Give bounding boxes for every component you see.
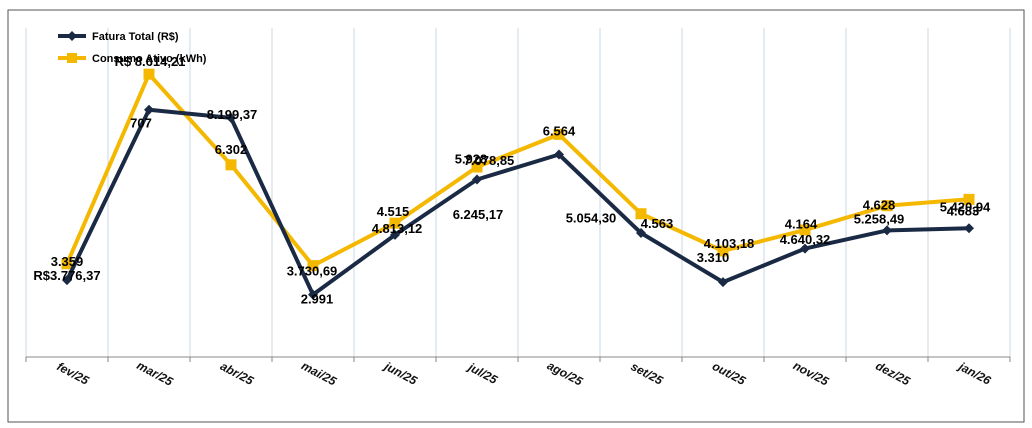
consumo-ativo-point <box>635 208 647 220</box>
fatura-total-data-label: 4.563 <box>641 216 674 231</box>
consumo-ativo-point <box>963 193 975 205</box>
consumo-ativo-point <box>717 245 729 257</box>
fatura-total-point <box>636 227 646 238</box>
consumo-ativo-point <box>471 161 483 173</box>
consumo-ativo-point <box>799 224 811 236</box>
legend-marker-fatura-total <box>67 31 77 41</box>
fatura-total-point <box>882 225 892 236</box>
consumo-ativo-data-label: 5.054,30 <box>566 211 617 226</box>
fatura-total-point <box>718 277 728 288</box>
consumo-ativo-point <box>61 258 73 270</box>
consumo-ativo-point <box>389 217 401 229</box>
extra-data-label: 8.199,37 <box>207 107 258 122</box>
fatura-total-data-label: 3.310 <box>697 250 730 265</box>
series-line-consumo-ativo <box>65 72 970 268</box>
fatura-total-point <box>554 149 564 160</box>
consumo-ativo-data-label: 5.258,49 <box>854 212 905 227</box>
series-line-fatura-total <box>65 107 970 297</box>
consumo-ativo-data-label: 4.103,18 <box>704 236 755 251</box>
consumo-ativo-data-label: R$3.776,37 <box>33 268 100 283</box>
consumo-ativo-point <box>553 128 565 140</box>
consumo-ativo-point <box>307 260 319 272</box>
legend-label-consumo-ativo: Consumo Ativo (kWh) <box>92 53 207 65</box>
consumo-ativo-data-label: 7.078,85 <box>464 153 515 168</box>
consumo-ativo-data-label: R$ 8.614,21 <box>115 54 186 69</box>
legend-label-fatura-total: Fatura Total (R$) <box>92 31 179 43</box>
fatura-total-data-label: 4.164 <box>785 217 818 232</box>
fatura-total-point <box>144 104 154 115</box>
consumo-ativo-point <box>143 68 155 80</box>
fatura-total-point <box>390 229 400 240</box>
consumo-ativo-data-label: 3.730,69 <box>287 264 338 279</box>
fatura-total-data-label: 4.628 <box>863 197 896 212</box>
consumo-ativo-data-label: 4.813,12 <box>372 221 423 236</box>
fatura-total-data-label: 5.928 <box>455 151 488 166</box>
consumo-ativo-data-label: 5.420,94 <box>940 199 991 214</box>
fatura-total-data-label: 4.683 <box>947 203 980 218</box>
fatura-total-point <box>964 223 974 234</box>
consumo-ativo-point <box>225 159 237 171</box>
fatura-total-point <box>800 243 810 254</box>
extra-data-label: 6.245,17 <box>453 207 504 222</box>
fatura-total-data-label: 4.515 <box>377 204 410 219</box>
fatura-total-point <box>62 275 72 286</box>
consumo-ativo-point <box>881 200 893 212</box>
consumo-ativo-data-label: 6.302 <box>215 142 248 157</box>
consumo-ativo-data-label: 4.640,32 <box>780 232 831 247</box>
fatura-total-data-label: 6.564 <box>543 124 576 139</box>
fatura-total-data-label: 2.991 <box>301 292 334 307</box>
legend-marker-consumo-ativo <box>67 53 77 63</box>
fatura-total-data-label: 3.359 <box>51 254 84 269</box>
fatura-total-point <box>226 112 236 123</box>
fatura-total-data-label: 707 <box>130 116 152 131</box>
fatura-total-point <box>472 174 482 185</box>
fatura-total-point <box>308 289 318 300</box>
